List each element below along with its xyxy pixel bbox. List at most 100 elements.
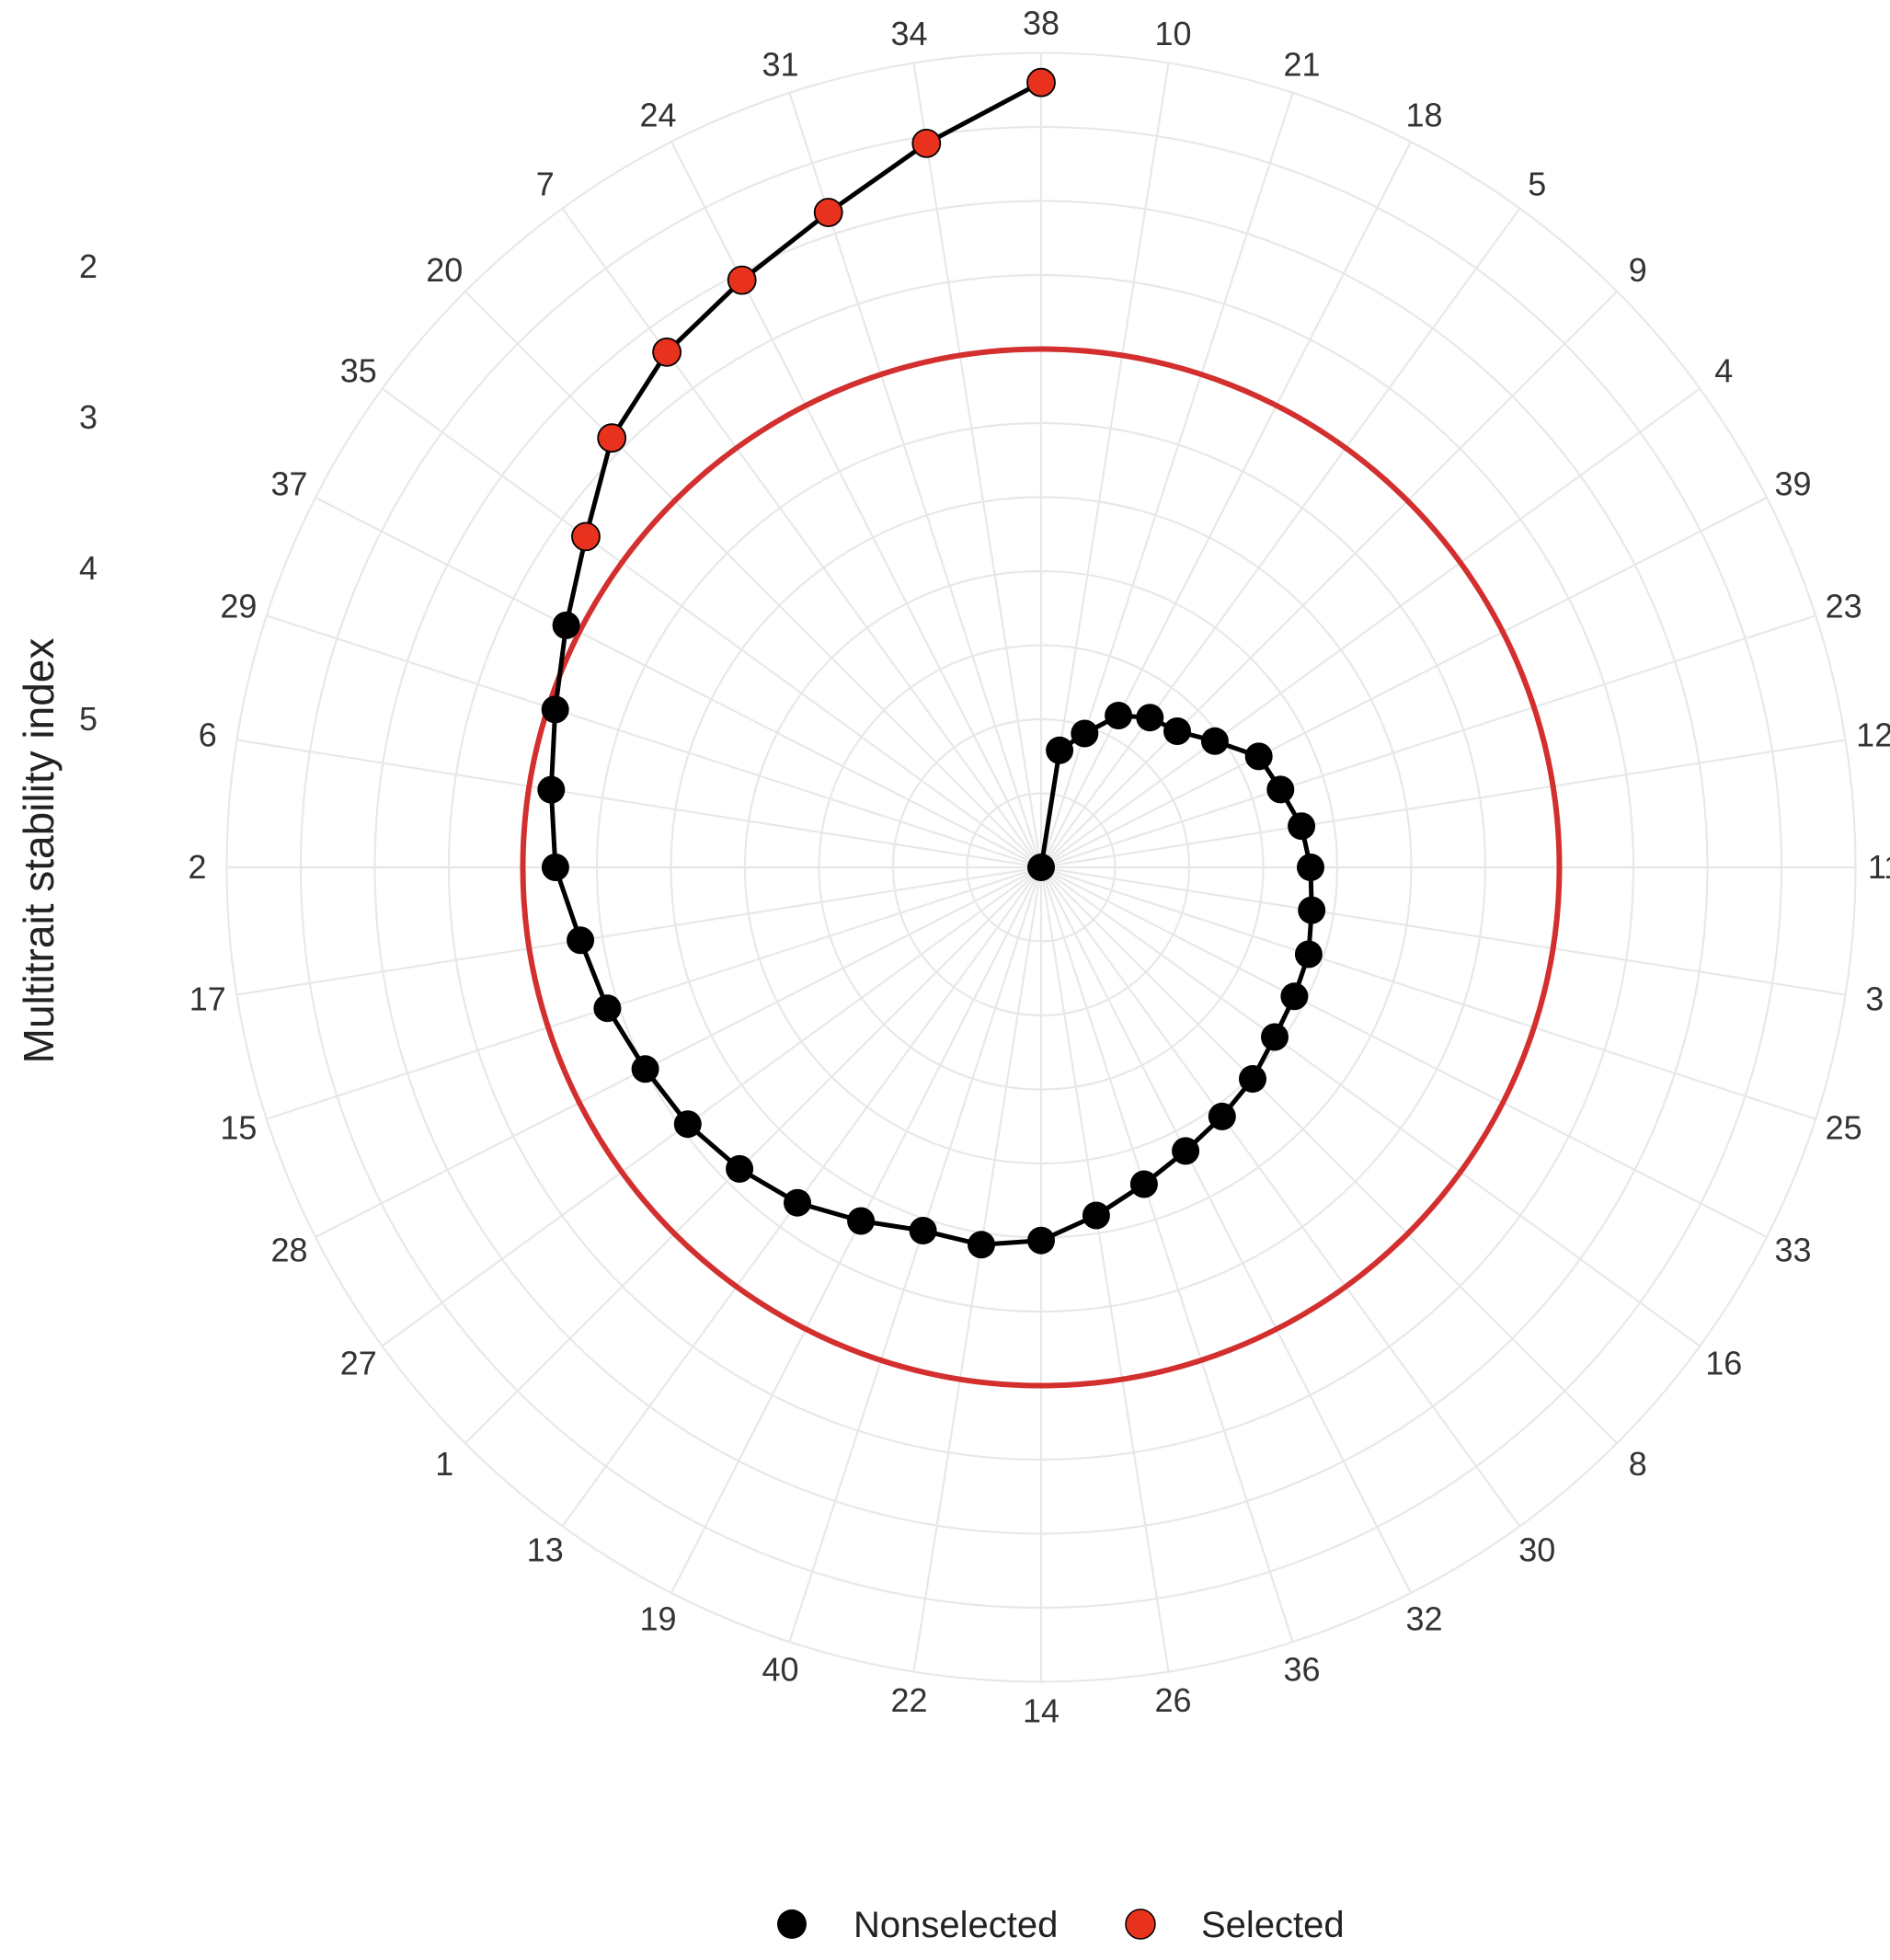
grid-spoke xyxy=(315,866,1042,1238)
angular-tick-label: 11 xyxy=(1868,848,1890,886)
grid-spoke xyxy=(236,865,1042,996)
angular-tick-label: 34 xyxy=(890,15,927,52)
legend-swatch-nonselected xyxy=(777,1909,807,1939)
nonselected-point xyxy=(1027,1226,1055,1255)
nonselected-point xyxy=(1297,854,1324,881)
legend: Nonselected Selected xyxy=(777,1905,1345,1945)
nonselected-point xyxy=(968,1231,995,1259)
angular-tick-label: 1 xyxy=(435,1445,453,1483)
grid-spoke xyxy=(912,63,1043,868)
angular-tick-label: 17 xyxy=(189,980,226,1018)
nonselected-point xyxy=(909,1217,937,1244)
angular-tick-label: 35 xyxy=(340,352,377,390)
series-line xyxy=(548,80,1314,1247)
angular-tick-label: 8 xyxy=(1629,1445,1647,1483)
selected-point xyxy=(727,265,757,295)
angular-tick-label: 29 xyxy=(220,587,257,625)
angular-tick-label: 5 xyxy=(1528,166,1546,203)
nonselected-point xyxy=(593,994,622,1023)
nonselected-point xyxy=(847,1207,876,1235)
angular-tick-label: 19 xyxy=(639,1599,676,1637)
nonselected-point xyxy=(1239,1065,1266,1093)
angular-tick-label: 7 xyxy=(536,166,555,203)
angular-tick-label: 37 xyxy=(270,464,307,502)
angular-tick-label: 6 xyxy=(199,716,217,753)
angular-tick-label: 25 xyxy=(1826,1109,1862,1147)
grid-spoke xyxy=(464,866,1042,1444)
series-points xyxy=(537,67,1326,1259)
grid-spoke xyxy=(1040,387,1701,868)
selected-point xyxy=(571,522,601,552)
selected-point xyxy=(597,423,627,453)
nonselected-point xyxy=(1046,736,1074,764)
nonselected-point xyxy=(567,926,595,955)
angular-tick-label: 40 xyxy=(762,1651,798,1689)
nonselected-point xyxy=(1136,704,1164,732)
grid-spoke xyxy=(1040,866,1412,1594)
angular-tick-label: 39 xyxy=(1774,464,1811,502)
angular-tick-label: 2 xyxy=(188,848,206,886)
selected-point xyxy=(813,198,843,227)
angular-tick-label: 31 xyxy=(762,45,798,83)
grid-spoke xyxy=(561,207,1042,868)
angular-tick-label: 32 xyxy=(1406,1599,1443,1637)
legend-label-selected: Selected xyxy=(1201,1905,1345,1945)
nonselected-point xyxy=(1288,812,1316,841)
nonselected-point xyxy=(1129,1170,1158,1198)
nonselected-point xyxy=(1294,940,1323,969)
selection-threshold xyxy=(520,346,1563,1389)
nonselected-point xyxy=(1244,742,1273,771)
angular-tick-label: 15 xyxy=(220,1109,257,1147)
grid-spoke xyxy=(670,141,1042,868)
angular-tick-label: 21 xyxy=(1283,45,1320,83)
y-axis-title: Multitrait stability index xyxy=(15,638,63,1064)
grid-spoke xyxy=(1040,866,1618,1444)
angular-tick-label: 4 xyxy=(1714,352,1733,390)
grid-spoke xyxy=(788,866,1043,1643)
nonselected-point xyxy=(726,1154,754,1183)
nonselected-point xyxy=(1200,727,1229,755)
angular-tick-label: 23 xyxy=(1826,587,1862,625)
nonselected-point xyxy=(631,1055,659,1083)
legend-label-nonselected: Nonselected xyxy=(853,1905,1058,1945)
nonselected-point xyxy=(1261,1023,1289,1051)
threshold-circle xyxy=(520,346,1563,1389)
grid-spoke xyxy=(912,866,1043,1672)
grid-spoke xyxy=(1040,739,1846,869)
angular-tick-label: 12 xyxy=(1856,716,1890,753)
grid-spoke xyxy=(1040,865,1816,1120)
radial-tick-label: 5 xyxy=(79,700,97,738)
radial-tick-label: 4 xyxy=(79,549,97,587)
grid-spoke xyxy=(1039,866,1294,1643)
radial-tick-label: 2 xyxy=(79,247,97,285)
grid-spoke xyxy=(381,387,1042,868)
grid-spoke xyxy=(1040,866,1521,1528)
nonselected-point xyxy=(1266,775,1295,804)
nonselected-point xyxy=(552,611,580,639)
selected-point xyxy=(1026,67,1056,97)
angular-tick-label: 36 xyxy=(1283,1651,1320,1689)
series-path xyxy=(548,80,1314,1247)
angular-tick-label: 13 xyxy=(527,1530,564,1568)
nonselected-point xyxy=(784,1188,811,1217)
nonselected-point xyxy=(1082,1201,1110,1230)
nonselected-point xyxy=(541,854,569,881)
angular-tick-label: 30 xyxy=(1518,1530,1555,1568)
grid-spoke xyxy=(266,865,1042,1120)
nonselected-point xyxy=(537,775,566,804)
grid-spoke xyxy=(266,614,1042,869)
angular-tick-label: 16 xyxy=(1705,1344,1742,1381)
grid-spoke xyxy=(381,866,1042,1347)
nonselected-point xyxy=(1298,896,1326,924)
angular-tick-labels: 3810211859439231211325331683032362614224… xyxy=(188,5,1890,1730)
angular-tick-label: 20 xyxy=(426,251,463,289)
angular-tick-label: 9 xyxy=(1629,251,1647,289)
grid-spoke xyxy=(1040,614,1816,869)
selected-point xyxy=(911,128,942,158)
angular-tick-label: 27 xyxy=(340,1344,377,1381)
angular-tick-label: 38 xyxy=(1023,5,1060,42)
angular-tick-label: 14 xyxy=(1023,1692,1060,1730)
origin-point xyxy=(1027,854,1055,881)
nonselected-point xyxy=(1163,717,1191,745)
